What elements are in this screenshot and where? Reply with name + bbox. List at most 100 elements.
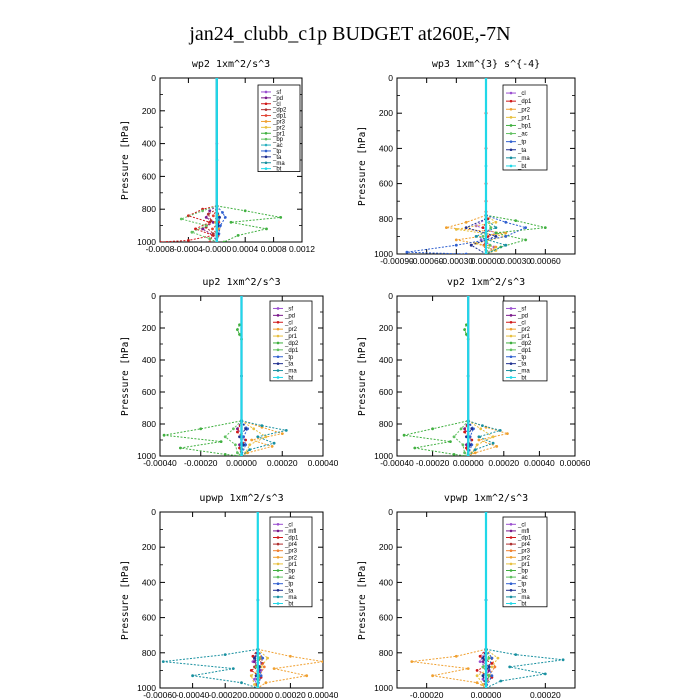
series-marker-pd [201, 227, 205, 231]
panel-title: vp2 1xm^2/s^3 [447, 277, 525, 288]
x-tick-label: -0.00040 [380, 458, 414, 468]
series-marker-cl [463, 430, 466, 434]
y-tick-label: 400 [379, 143, 393, 153]
series-marker-dp1 [236, 451, 239, 455]
legend-marker [509, 320, 513, 324]
series-marker-ta [487, 665, 491, 669]
series-marker-pr1 [264, 435, 268, 439]
series-marker-dp2 [238, 323, 241, 327]
x-tick-label: 0.00000 [453, 458, 484, 468]
y-tick-label: 600 [379, 179, 393, 189]
x-tick-label: -0.00020 [184, 458, 218, 468]
y-tick-label: 200 [379, 323, 393, 333]
series-marker-bt [256, 512, 260, 514]
series-marker-dp1 [452, 435, 456, 439]
legend-entry: _ta [272, 155, 282, 161]
series-marker-bp1 [514, 219, 518, 223]
legend-marker [276, 595, 280, 599]
y-tick-label: 0 [388, 73, 393, 83]
legend-entry: _mfl [284, 529, 296, 535]
x-tick-label: -0.0000 [202, 244, 231, 254]
series-marker-bt [484, 686, 488, 688]
series-marker-bt [484, 598, 488, 602]
x-tick-label: 0.00000 [242, 690, 273, 700]
x-tick-label: -0.00060 [143, 690, 177, 700]
legend-entry: _pr2 [272, 125, 286, 131]
legend-marker [264, 96, 268, 100]
legend-marker [509, 362, 513, 365]
series-marker-bt [466, 374, 470, 378]
legend-entry: _dp1 [284, 348, 299, 354]
series-marker-ta [464, 226, 468, 230]
series-line-dp1 [224, 420, 242, 456]
series-marker-ta [253, 656, 256, 660]
x-tick-label: 0.00020 [488, 458, 519, 468]
legend-marker [276, 602, 280, 605]
series-marker-pr1 [249, 674, 253, 678]
legend-marker [264, 114, 268, 117]
x-tick-label: 0.00000 [471, 256, 502, 266]
series-group [160, 78, 283, 242]
series-marker-dp1 [478, 654, 482, 658]
series-marker-dp2 [238, 333, 241, 336]
legend-entry: _ac [284, 575, 295, 581]
legend-marker [276, 589, 280, 592]
y-tick-label: 600 [142, 613, 156, 623]
legend-entry: _pr1 [284, 562, 298, 568]
legend-entry: _bp [272, 137, 284, 143]
series-marker-bt [484, 164, 488, 168]
y-axis-label: Pressure [hPa] [120, 336, 131, 416]
series-marker-ma [504, 243, 508, 247]
series-line-ma [474, 218, 508, 254]
x-tick-label: 0.0004 [232, 244, 258, 254]
series-group [402, 296, 510, 456]
series-marker-dp2 [449, 440, 452, 443]
series-marker-tp [244, 443, 248, 447]
series-marker-pr3 [493, 665, 497, 669]
series-line-mfl [482, 512, 490, 688]
series-marker-ma [481, 424, 484, 427]
series-marker-ta [242, 443, 245, 447]
legend-entry: _bt [517, 164, 527, 170]
y-tick-label: 800 [379, 648, 393, 658]
series-marker-ta [238, 435, 241, 439]
legend-entry: _dp2 [284, 341, 299, 347]
series-marker-pr2 [280, 432, 284, 435]
legend: _cl_mfl_dp1_pr4_pr3_pr2_pr1_bp_ac_tp_ta_… [502, 516, 548, 608]
legend-entry: _ma [272, 161, 285, 167]
series-marker-ma [508, 665, 512, 669]
legend-entry: _dp2 [272, 108, 287, 114]
legend-entry: _dp1 [517, 99, 532, 105]
series-marker-bt [484, 252, 488, 254]
y-tick-label: 1000 [374, 249, 393, 259]
legend-entry: _tp [284, 355, 294, 361]
series-marker-tp [464, 252, 468, 254]
series-line-cl [160, 205, 217, 242]
legend-marker [276, 542, 280, 546]
y-tick-label: 0 [151, 73, 156, 83]
legend-marker [509, 602, 513, 605]
legend-entry: _pd [517, 313, 528, 319]
series-marker-pr1 [454, 228, 458, 231]
legend-entry: _pr3 [517, 549, 531, 555]
series-marker-dp1 [249, 669, 253, 672]
legend-entry: _dp1 [284, 536, 299, 542]
y-tick-label: 1000 [137, 237, 156, 247]
legend-entry: _tp [517, 140, 527, 146]
series-marker-pr2 [321, 660, 323, 663]
panel-title: wp3 1xm^{3} s^{-4} [432, 59, 540, 70]
series-marker-dp2 [236, 328, 239, 331]
x-tick-label: -0.00060 [410, 256, 444, 266]
legend-marker [509, 156, 513, 160]
legend-marker [276, 536, 280, 539]
legend-entry: _pr1 [517, 115, 531, 121]
series-marker-cl [238, 446, 241, 450]
legend-entry: _sf [272, 90, 281, 96]
legend-marker [264, 108, 268, 111]
legend-box [502, 84, 548, 171]
y-axis-label: Pressure [hPa] [357, 560, 368, 640]
y-tick-label: 800 [379, 214, 393, 224]
series-marker-pr1 [252, 427, 256, 431]
